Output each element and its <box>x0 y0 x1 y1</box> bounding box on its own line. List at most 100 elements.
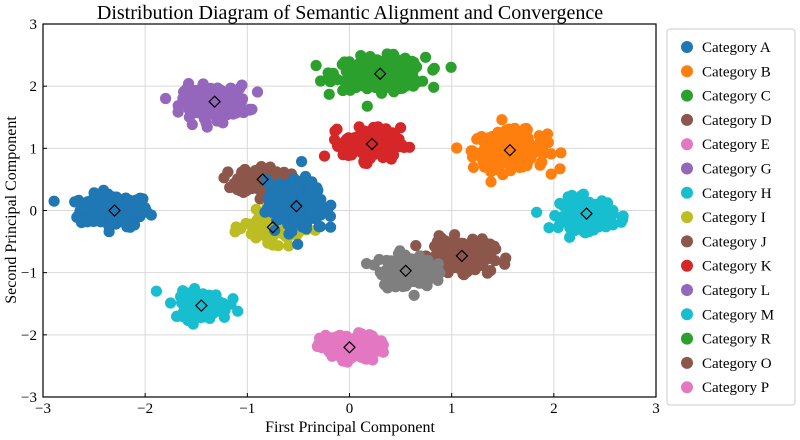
data-point <box>361 83 373 95</box>
data-point <box>478 136 490 148</box>
data-point <box>100 200 112 213</box>
data-point <box>385 153 397 165</box>
data-point <box>172 100 184 112</box>
data-point <box>225 298 237 310</box>
data-point <box>283 240 295 252</box>
data-point <box>228 84 240 96</box>
legend-label: Category I <box>702 210 766 226</box>
data-point <box>481 267 494 279</box>
legend-marker <box>681 65 693 78</box>
legend-marker <box>681 162 693 175</box>
data-point <box>617 213 629 226</box>
legend-marker <box>681 41 693 53</box>
x-axis-label: First Principal Component <box>265 419 435 436</box>
data-point <box>296 156 308 168</box>
data-point <box>306 179 318 191</box>
legend-label: Category G <box>702 162 772 178</box>
data-point <box>84 213 96 225</box>
data-point <box>232 305 244 317</box>
data-point <box>341 133 353 145</box>
data-point <box>361 100 373 112</box>
data-point <box>261 232 273 244</box>
data-point <box>400 280 412 292</box>
y-tick-label: 2 <box>30 79 38 95</box>
data-point <box>533 130 545 142</box>
data-point <box>420 51 432 63</box>
data-point <box>325 221 337 233</box>
data-point <box>200 117 212 129</box>
centroid-marker <box>256 173 270 186</box>
data-point <box>355 50 367 62</box>
data-point <box>48 195 60 207</box>
data-point <box>71 211 83 223</box>
axis-ticks: −3 −2 −1 0 1 2 3 −3 −2 −1 0 1 2 3 <box>21 17 660 417</box>
x-tick-label: 1 <box>448 401 456 417</box>
data-point <box>78 201 90 214</box>
data-point <box>273 178 285 190</box>
data-point <box>513 146 526 158</box>
data-point <box>124 221 136 233</box>
data-point <box>500 124 512 137</box>
data-point <box>69 196 81 208</box>
data-point <box>485 252 497 264</box>
data-point <box>361 258 373 270</box>
data-point <box>583 202 596 214</box>
data-point <box>523 147 535 160</box>
data-point <box>192 95 204 107</box>
centroid-marker <box>290 199 303 213</box>
data-point <box>250 203 262 215</box>
data-point <box>204 87 216 99</box>
y-tick-label: 1 <box>30 141 38 157</box>
data-point <box>270 166 282 178</box>
data-point <box>193 299 205 311</box>
legend-marker <box>681 235 693 248</box>
data-points <box>48 48 629 368</box>
data-point <box>249 228 262 240</box>
data-point <box>88 187 100 199</box>
data-point <box>318 150 331 162</box>
y-tick-label: −1 <box>21 266 37 282</box>
data-point <box>138 205 150 217</box>
data-point <box>467 161 479 173</box>
legend-label: Category B <box>702 64 771 80</box>
centroid-marker <box>266 220 280 234</box>
data-point <box>185 314 197 326</box>
data-point <box>340 74 352 86</box>
data-point <box>320 342 332 354</box>
data-point <box>314 221 326 233</box>
legend-marker <box>681 284 693 296</box>
legend-box <box>666 28 796 406</box>
legend-marker <box>681 308 693 321</box>
x-tick-label: 3 <box>652 401 660 417</box>
data-point <box>306 206 318 218</box>
data-point <box>165 297 177 309</box>
data-point <box>284 183 296 195</box>
data-point <box>263 191 275 203</box>
legend-marker <box>681 211 693 224</box>
legend-label: Category L <box>702 283 770 299</box>
data-point <box>251 216 263 228</box>
data-point <box>314 332 326 344</box>
legend-label: Category O <box>702 356 772 372</box>
data-point <box>315 200 328 212</box>
centroid-marker <box>373 67 387 81</box>
data-point <box>485 176 497 188</box>
legend-label: Category J <box>702 234 767 250</box>
legend-label: Category P <box>702 380 769 396</box>
data-point <box>382 69 394 81</box>
data-point <box>554 163 566 175</box>
data-point <box>504 140 516 152</box>
legend-label: Category A <box>702 40 771 56</box>
data-point <box>327 71 339 83</box>
data-point <box>279 198 291 210</box>
data-point <box>531 206 543 218</box>
data-point <box>522 132 534 144</box>
data-point <box>222 166 234 178</box>
legend-marker <box>681 381 693 394</box>
data-point <box>323 88 335 100</box>
data-point <box>371 146 383 158</box>
centroid-marker <box>455 249 469 263</box>
data-point <box>361 343 373 355</box>
data-point <box>329 134 341 146</box>
data-point <box>262 177 274 189</box>
